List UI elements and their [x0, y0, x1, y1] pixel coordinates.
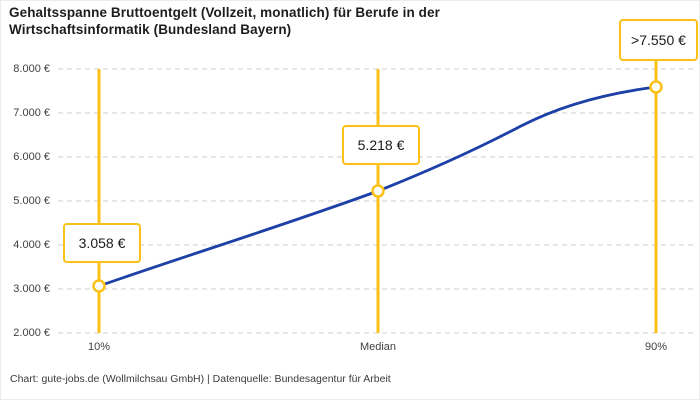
xtick-10pct: 10% [87, 341, 111, 353]
value-label-median: 5.218 € [342, 125, 420, 165]
marker-90pct[interactable] [649, 80, 663, 94]
value-label-10pct: 3.058 € [63, 223, 141, 263]
attribution-text: Chart: gute-jobs.de (Wollmilchsau GmbH) … [10, 373, 391, 385]
xtick-90pct: 90% [644, 341, 668, 353]
chart-title: Gehaltsspanne Bruttoentgelt (Vollzeit, m… [9, 5, 440, 37]
ytick-8000: 8.000 € [13, 63, 50, 75]
ytick-4000: 4.000 € [13, 239, 50, 251]
marker-10pct[interactable] [92, 279, 106, 293]
ytick-5000: 5.000 € [13, 195, 50, 207]
ytick-6000: 6.000 € [13, 151, 50, 163]
ytick-7000: 7.000 € [13, 107, 50, 119]
ytick-3000: 3.000 € [13, 283, 50, 295]
marker-median[interactable] [371, 184, 385, 198]
ytick-2000: 2.000 € [13, 327, 50, 339]
xtick-median: Median [359, 341, 397, 353]
value-label-90pct: >7.550 € [619, 19, 698, 61]
salary-curve [97, 85, 658, 288]
